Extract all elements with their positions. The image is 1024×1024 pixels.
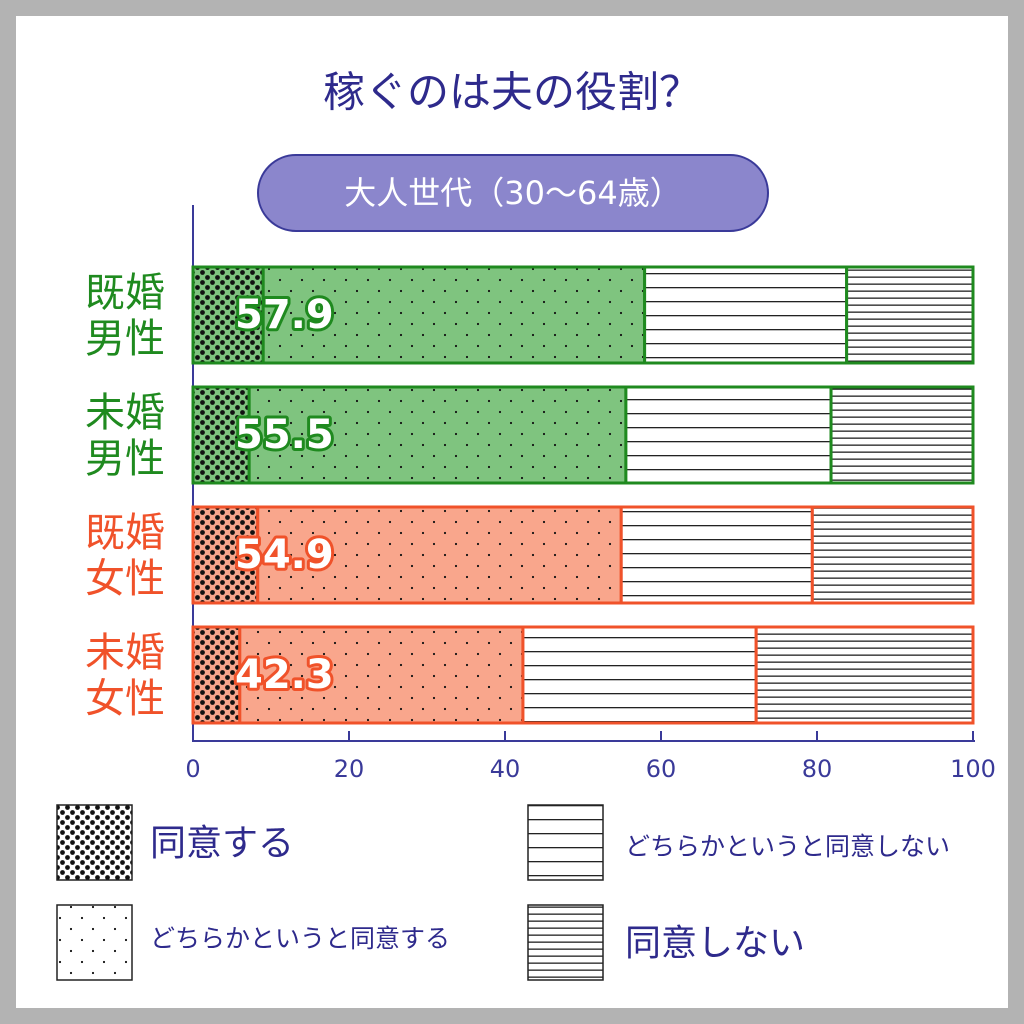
chart-title: 稼ぐのは夫の役割？ — [323, 68, 701, 117]
total-label: 55.5 — [235, 412, 334, 458]
bar-segment — [845, 265, 975, 365]
bar-segment — [191, 625, 242, 725]
legend-swatch — [56, 904, 133, 981]
legend-label: 同意しない — [625, 923, 805, 964]
x-tick-label: 100 — [950, 755, 996, 783]
subtitle-pill — [257, 154, 769, 232]
total-label: 57.9 — [235, 292, 334, 338]
x-tick-label: 0 — [185, 755, 200, 783]
category-label: 既婚男性 — [85, 270, 165, 362]
x-tick-label: 80 — [802, 755, 833, 783]
x-tick-label: 20 — [334, 755, 365, 783]
bar-segment — [619, 505, 814, 605]
bar-segment — [256, 505, 623, 605]
bar-segment — [810, 505, 975, 605]
legend-label: 同意する — [150, 823, 294, 864]
category-label: 未婚男性 — [85, 390, 165, 482]
subtitle: 大人世代（30〜64歳） — [344, 174, 681, 212]
legend-label: どちらかというと同意する — [150, 924, 450, 953]
legend-label: どちらかというと同意しない — [625, 832, 950, 861]
bar-segment — [624, 385, 833, 485]
bar-segment — [643, 265, 849, 365]
x-tick-label: 40 — [490, 755, 521, 783]
bar-segment — [754, 625, 975, 725]
category-label: 未婚女性 — [85, 630, 165, 722]
bar-segment — [521, 625, 758, 725]
bar-segment — [247, 385, 628, 485]
x-tick-label: 60 — [646, 755, 677, 783]
category-label: 既婚女性 — [85, 510, 165, 602]
legend-swatch — [56, 804, 133, 881]
total-label: 42.3 — [235, 652, 334, 698]
bar-segment — [829, 385, 975, 485]
legend-swatch — [527, 904, 604, 981]
total-label: 54.9 — [235, 532, 334, 578]
legend-swatch — [527, 804, 604, 881]
